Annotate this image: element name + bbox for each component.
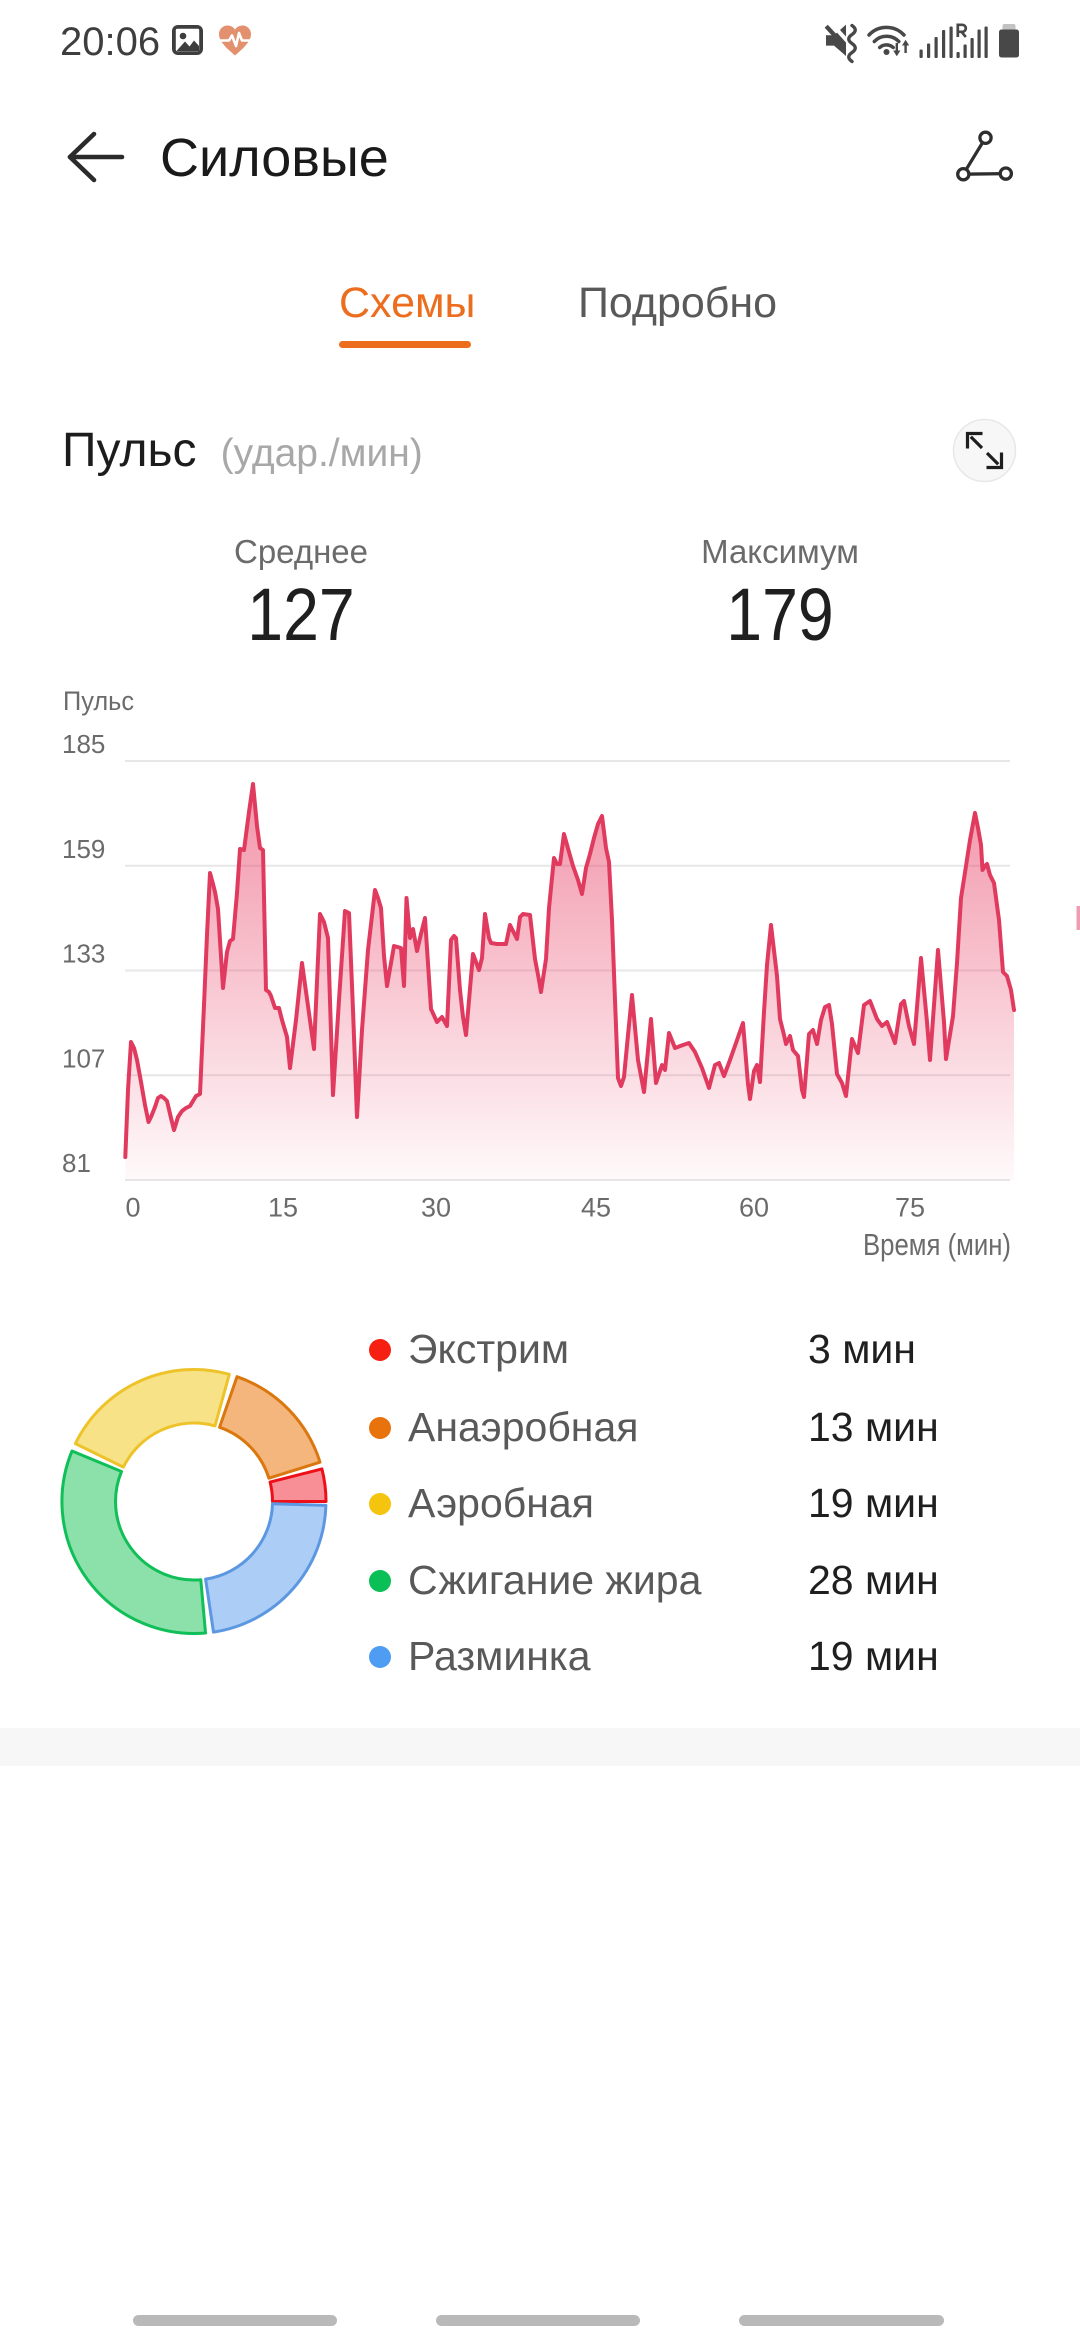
- svg-text:15: 15: [268, 1193, 298, 1223]
- svg-text:30: 30: [421, 1193, 451, 1223]
- svg-text:0: 0: [125, 1193, 140, 1223]
- svg-text:185: 185: [62, 729, 105, 759]
- svg-text:81: 81: [62, 1148, 91, 1178]
- svg-text:Пульс: Пульс: [63, 686, 134, 716]
- svg-text:45: 45: [581, 1193, 611, 1223]
- svg-text:Время (мин): Время (мин): [863, 1227, 1011, 1262]
- svg-text:159: 159: [62, 834, 105, 864]
- svg-text:107: 107: [62, 1043, 105, 1073]
- svg-text:75: 75: [895, 1193, 925, 1223]
- svg-text:60: 60: [739, 1193, 769, 1223]
- svg-text:133: 133: [62, 939, 105, 969]
